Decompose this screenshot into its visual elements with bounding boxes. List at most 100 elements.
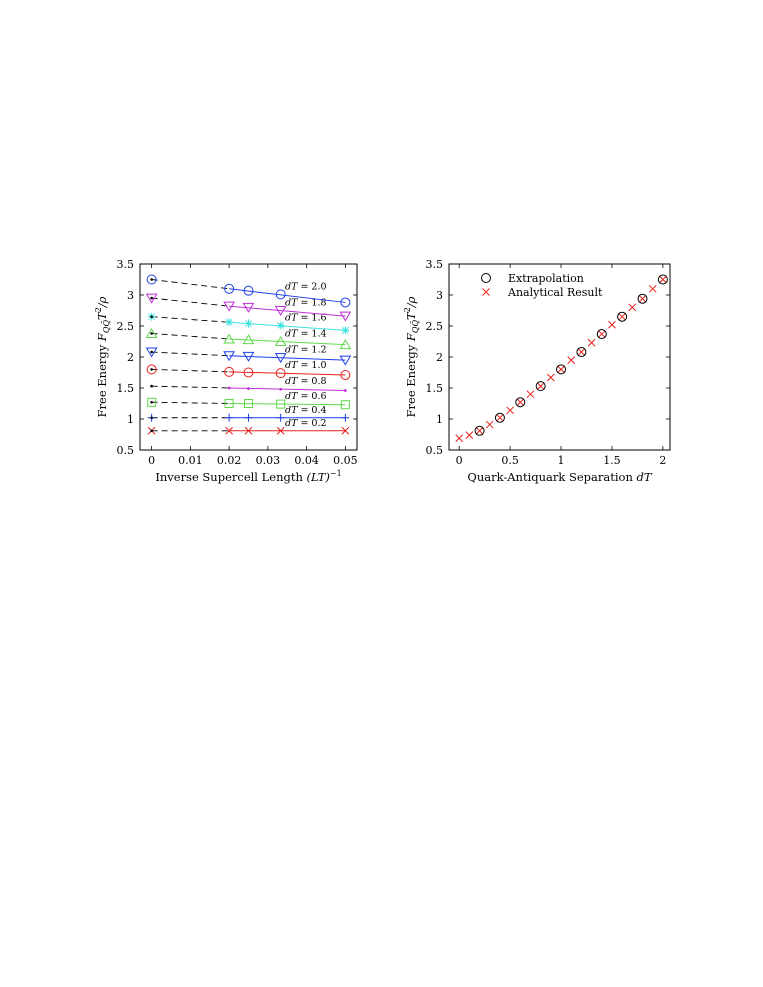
data-point xyxy=(597,330,606,338)
data-point xyxy=(485,420,494,429)
fit-line xyxy=(229,355,346,361)
series-extrapolation xyxy=(474,274,668,436)
data-point xyxy=(339,311,352,322)
data-point-shape xyxy=(224,399,234,408)
data-point-shape xyxy=(340,369,351,380)
data-point-shape xyxy=(223,351,235,362)
data-point-shape xyxy=(225,413,234,422)
data-point xyxy=(516,398,525,407)
x-tick-label: 0 xyxy=(148,454,155,467)
y-tick-label: 3.5 xyxy=(117,258,135,271)
data-point xyxy=(276,413,285,422)
data-point-shape xyxy=(496,413,504,422)
series-dT-0.6: dT = 0.6 xyxy=(147,391,350,410)
extrapolated-point-shape xyxy=(145,347,158,358)
data-point xyxy=(494,412,505,423)
data-point-shape xyxy=(243,285,254,296)
data-point xyxy=(224,283,235,294)
series-label: dT = 1.0 xyxy=(285,360,327,371)
data-point xyxy=(556,364,567,375)
data-point-shape xyxy=(494,412,505,423)
extrapolated-point xyxy=(145,347,158,358)
y-tick-label: 3.5 xyxy=(426,258,444,271)
extrapolated-point xyxy=(146,364,157,375)
y-tick-label: 1 xyxy=(436,413,443,426)
data-point-shape xyxy=(247,387,250,391)
x-tick-label: 0.03 xyxy=(256,454,281,467)
data-point xyxy=(341,426,350,435)
data-point xyxy=(536,382,545,390)
data-point-shape xyxy=(341,426,350,435)
data-point-shape xyxy=(526,390,535,399)
x-tick-label: 1.5 xyxy=(603,454,621,467)
data-point xyxy=(244,399,253,408)
series-label: dT = 0.2 xyxy=(285,418,327,429)
extrapolated-point-shape xyxy=(146,364,157,375)
y-tick-label: 0.5 xyxy=(117,444,135,457)
data-point-shape xyxy=(276,426,285,435)
data-point xyxy=(242,302,255,313)
y-tick-label: 3 xyxy=(436,289,443,302)
data-point xyxy=(279,387,283,391)
extrapolated-point-shape xyxy=(145,293,158,304)
data-point-shape xyxy=(224,283,235,294)
extrapolated-point-shape xyxy=(146,274,157,285)
data-point xyxy=(243,285,254,296)
x-tick-label: 0 xyxy=(456,454,463,467)
data-point-shape xyxy=(596,329,607,340)
data-point-shape xyxy=(577,348,586,356)
extrapolated-center-dot xyxy=(150,416,153,420)
data-point-shape xyxy=(243,367,254,378)
data-point xyxy=(506,406,514,415)
data-point xyxy=(637,293,648,304)
series-dT-1.6: dT = 1.6 xyxy=(147,312,350,335)
extrapolation-dashed-line xyxy=(151,297,230,307)
data-point xyxy=(577,348,586,356)
data-point-shape xyxy=(275,368,286,379)
data-point xyxy=(276,399,286,409)
data-point-shape xyxy=(659,275,667,284)
extrapolation-dashed-line xyxy=(151,279,230,290)
data-point-shape xyxy=(224,366,235,377)
data-point xyxy=(274,306,287,316)
data-point-shape xyxy=(274,306,287,316)
data-point xyxy=(223,333,235,344)
data-point xyxy=(596,329,607,340)
data-point-shape xyxy=(227,386,231,390)
y-tick-label: 0.5 xyxy=(426,444,444,457)
series-label: dT = 2.0 xyxy=(285,281,327,292)
legend-label-analytical: Analytical Result xyxy=(507,286,603,299)
extrapolated-center-dot xyxy=(150,332,153,335)
x-tick-label: 0.5 xyxy=(501,454,519,467)
data-point-shape xyxy=(648,284,657,293)
data-point-shape xyxy=(340,297,351,308)
data-point-shape xyxy=(242,334,255,345)
data-point xyxy=(618,312,626,321)
fit-line xyxy=(229,403,346,406)
data-point xyxy=(225,426,233,435)
series-label: dT = 1.2 xyxy=(285,345,327,356)
series-dT-1.0: dT = 1.0 xyxy=(146,360,351,380)
data-point-shape xyxy=(343,389,347,392)
x-tick-label: 1 xyxy=(558,454,565,467)
data-point-shape xyxy=(279,387,283,391)
data-point-shape xyxy=(465,431,474,439)
data-point-shape xyxy=(276,321,285,330)
series-label: dT = 1.8 xyxy=(285,298,327,309)
data-point xyxy=(659,275,667,284)
x-tick-label: 0.04 xyxy=(294,454,319,467)
data-point-shape xyxy=(274,353,287,364)
data-point xyxy=(628,303,637,312)
extrapolated-center-dot xyxy=(150,368,153,371)
data-point-shape xyxy=(536,382,545,390)
data-point-shape xyxy=(244,319,253,328)
series-label: dT = 0.6 xyxy=(285,391,327,402)
data-point xyxy=(225,413,234,422)
data-point-shape xyxy=(485,420,494,429)
data-point xyxy=(576,347,587,358)
data-point-shape xyxy=(341,413,350,422)
extrapolated-center-dot xyxy=(150,400,153,404)
data-point-shape xyxy=(657,274,668,285)
data-point-shape xyxy=(587,338,596,347)
data-point-shape xyxy=(506,406,514,415)
